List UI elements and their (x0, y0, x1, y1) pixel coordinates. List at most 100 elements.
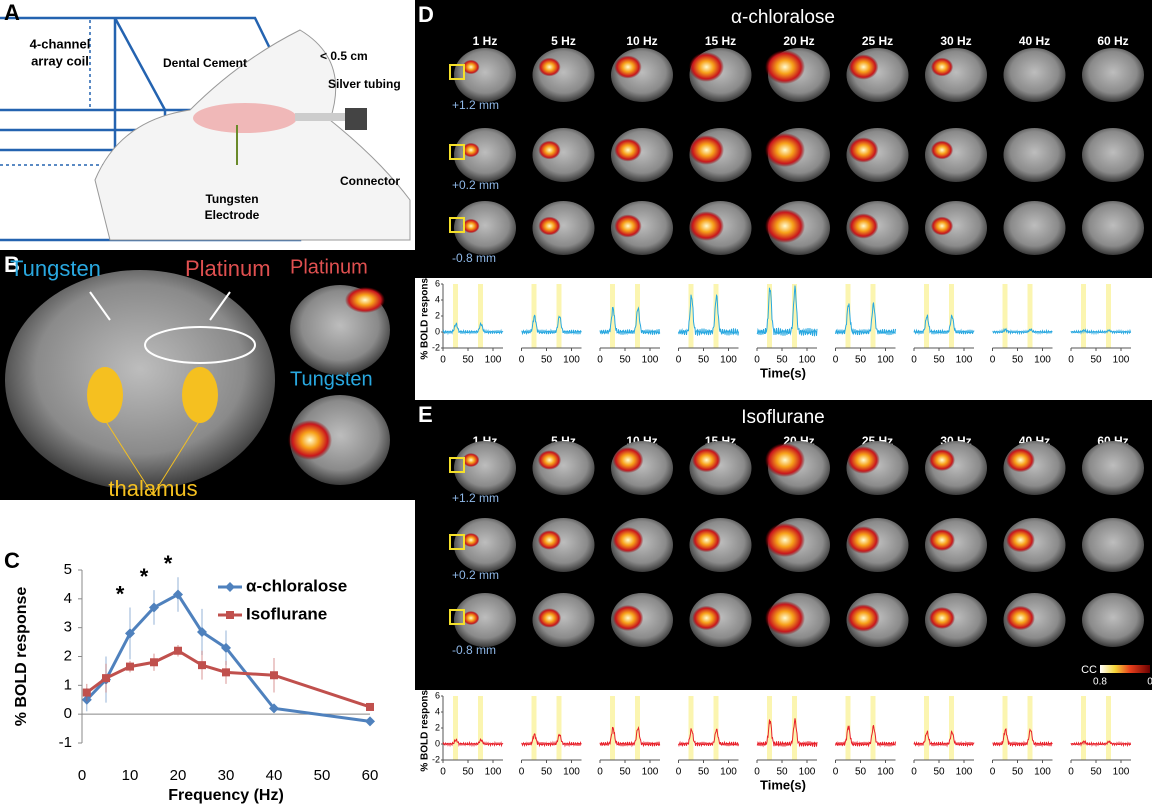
x-tick-label: 50 (619, 767, 631, 778)
activation (614, 55, 641, 78)
y-tick-label: 4 (435, 706, 440, 716)
x-tick-label: 50 (933, 355, 945, 366)
stimulus-band (453, 284, 458, 348)
x-tick-label: 20 (170, 767, 187, 784)
activation (929, 607, 955, 629)
activation (931, 141, 953, 160)
bold-trace (757, 718, 817, 747)
stimulus-band (1003, 284, 1008, 348)
image-label: Tungsten (290, 368, 373, 390)
x-tick-label: 0 (754, 355, 760, 366)
bold-trace (993, 329, 1053, 334)
x-tick-label: 100 (956, 767, 973, 778)
marker (365, 716, 375, 726)
activation (931, 217, 953, 236)
bold-trace (836, 725, 896, 746)
y-tick-label: 0 (435, 738, 440, 748)
x-tick-label: 50 (541, 767, 553, 778)
stimulus-band (1028, 696, 1033, 760)
thalamus-right (182, 367, 218, 423)
marker (174, 647, 182, 655)
bold-trace (679, 728, 739, 746)
y-axis-label: % BOLD response (420, 272, 431, 360)
x-tick-label: 100 (799, 767, 816, 778)
x-tick-label: 50 (933, 767, 945, 778)
stimulus-band (635, 696, 640, 760)
frequency-label: 40 Hz (1019, 34, 1050, 48)
bold-trace (836, 303, 896, 336)
x-tick-label: 50 (776, 355, 788, 366)
region-label: thalamus (108, 476, 197, 501)
activation (613, 447, 644, 473)
x-tick-label: 0 (676, 355, 682, 366)
bold-trace (1071, 741, 1131, 745)
stimulus-band (924, 284, 929, 348)
stimulus-band (532, 696, 537, 760)
activation (538, 450, 561, 470)
y-tick-label: 2 (435, 722, 440, 732)
y-tick-label: -1 (59, 734, 72, 751)
frequency-label: 25 Hz (862, 34, 893, 48)
x-tick-label: 0 (440, 767, 446, 778)
depth-label: +0.2 mm (452, 178, 499, 192)
x-tick-label: 100 (1034, 355, 1051, 366)
x-tick-label: 50 (619, 355, 631, 366)
x-tick-label: 100 (642, 767, 659, 778)
brain-image (1004, 201, 1066, 255)
x-tick-label: 60 (362, 767, 379, 784)
activation (765, 523, 805, 557)
bold-trace (443, 323, 503, 334)
x-tick-label: 0 (519, 355, 525, 366)
x-tick-label: 50 (314, 767, 331, 784)
activation (613, 605, 644, 631)
x-tick-label: 40 (266, 767, 283, 784)
x-tick-label: 50 (698, 767, 710, 778)
colorbar-tick: 0.8 (1093, 677, 1107, 688)
coil-label: 4-channel (30, 36, 91, 51)
x-tick-label: 100 (799, 355, 816, 366)
activation (613, 527, 644, 553)
x-tick-label: 0 (833, 355, 839, 366)
marker (126, 663, 134, 671)
figure: A 4-channel array coil Dental Cement < 0… (0, 0, 1152, 804)
tubing-label: Silver tubing (328, 77, 401, 91)
coil-label: array coil (31, 53, 89, 68)
y-tick-label: 4 (435, 294, 440, 304)
stimulus-band (478, 696, 483, 760)
x-tick-label: 0 (519, 767, 525, 778)
bold-trace (914, 731, 974, 746)
bold-trace (600, 728, 660, 747)
y-tick-label: 0 (435, 326, 440, 336)
stimulus-band (478, 284, 483, 348)
brain-image (1082, 518, 1144, 572)
x-tick-label: 50 (776, 767, 788, 778)
x-axis-label: Time(s) (760, 365, 806, 380)
brain-image (1082, 201, 1144, 255)
marker (102, 674, 110, 682)
brain-image (1082, 48, 1144, 102)
x-tick-label: 0 (754, 767, 760, 778)
electrode-label: Tungsten (205, 192, 258, 206)
activation (538, 141, 560, 160)
x-tick-label: 100 (642, 355, 659, 366)
depth-label: +0.2 mm (452, 568, 499, 582)
x-tick-label: 50 (462, 355, 474, 366)
activation (765, 443, 805, 477)
activation (288, 420, 332, 460)
x-tick-label: 0 (911, 767, 917, 778)
panel-label: A (4, 0, 20, 25)
x-tick-label: 100 (1113, 355, 1130, 366)
marker (150, 658, 158, 666)
activation (538, 608, 561, 628)
activation (692, 606, 721, 630)
stimulus-band (1106, 284, 1111, 348)
brain-image (1082, 441, 1144, 495)
panel-title: α-chloralose (731, 7, 835, 28)
stimulus-band (949, 696, 954, 760)
stimulus-band (1028, 284, 1033, 348)
y-tick-label: 2 (64, 647, 72, 664)
cement-label: Dental Cement (163, 56, 247, 70)
y-tick-label: 6 (435, 278, 440, 288)
activation (463, 611, 480, 625)
legend-marker (226, 611, 234, 619)
